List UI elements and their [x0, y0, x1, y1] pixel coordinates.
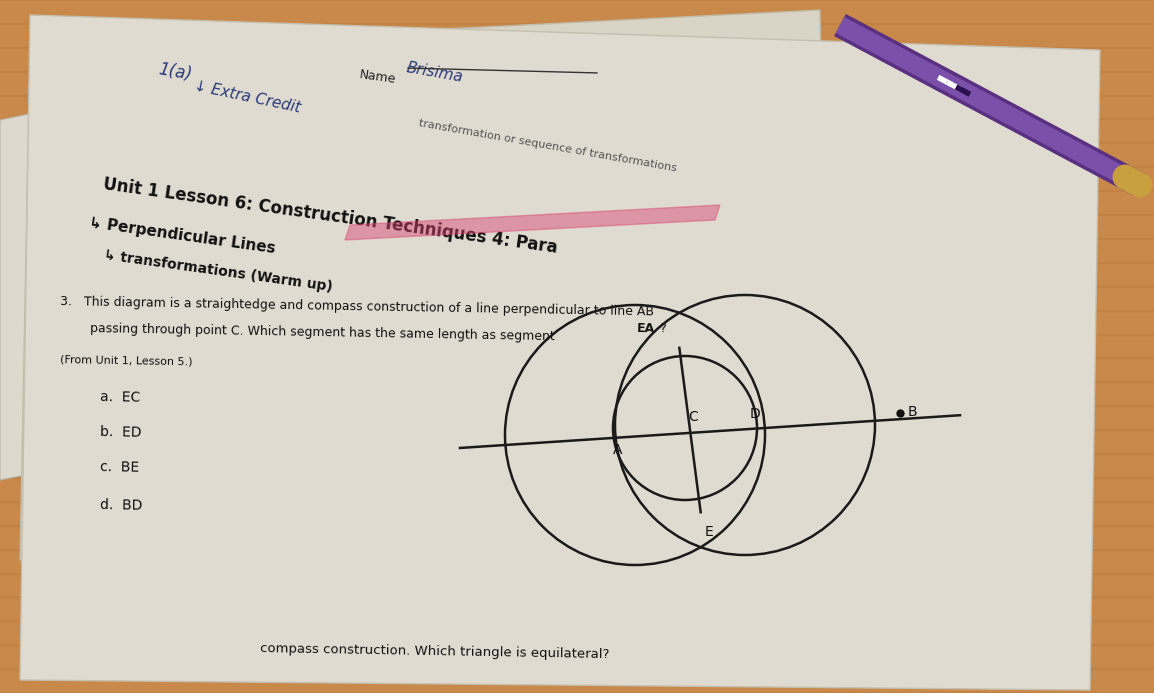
Polygon shape [0, 90, 155, 480]
Text: Name: Name [358, 68, 397, 86]
Text: Brisima: Brisima [405, 60, 465, 85]
Text: 1(a): 1(a) [157, 60, 194, 84]
Text: (From Unit 1, Lesson 5.): (From Unit 1, Lesson 5.) [60, 355, 193, 367]
Text: 3.   This diagram is a straightedge and compass construction of a line perpendic: 3. This diagram is a straightedge and co… [60, 295, 654, 318]
Polygon shape [20, 10, 830, 560]
Text: ↳ Perpendicular Lines: ↳ Perpendicular Lines [88, 215, 276, 256]
Text: ?: ? [655, 322, 667, 335]
Text: a.  EC: a. EC [99, 390, 141, 405]
Polygon shape [20, 15, 1100, 690]
Text: B: B [908, 405, 917, 419]
Text: ↓ Extra Credit: ↓ Extra Credit [192, 78, 301, 115]
Text: d.  BD: d. BD [99, 498, 142, 513]
Text: E: E [705, 525, 713, 539]
Text: D: D [750, 407, 760, 421]
Text: b.  ED: b. ED [99, 425, 142, 440]
Text: c.  BE: c. BE [99, 460, 140, 475]
Text: compass construction. Which triangle is equilateral?: compass construction. Which triangle is … [260, 642, 609, 661]
Text: A: A [613, 443, 622, 457]
Text: Unit 1 Lesson 6: Construction Techniques 4: Para: Unit 1 Lesson 6: Construction Techniques… [103, 175, 560, 256]
Text: EA: EA [637, 322, 655, 335]
Polygon shape [345, 205, 720, 240]
Text: transformation or sequence of transformations: transformation or sequence of transforma… [418, 118, 677, 173]
Text: ↳ transformations (Warm up): ↳ transformations (Warm up) [103, 248, 334, 294]
Text: C: C [688, 410, 698, 424]
Text: passing through point C. Which segment has the same length as segment: passing through point C. Which segment h… [90, 322, 555, 343]
